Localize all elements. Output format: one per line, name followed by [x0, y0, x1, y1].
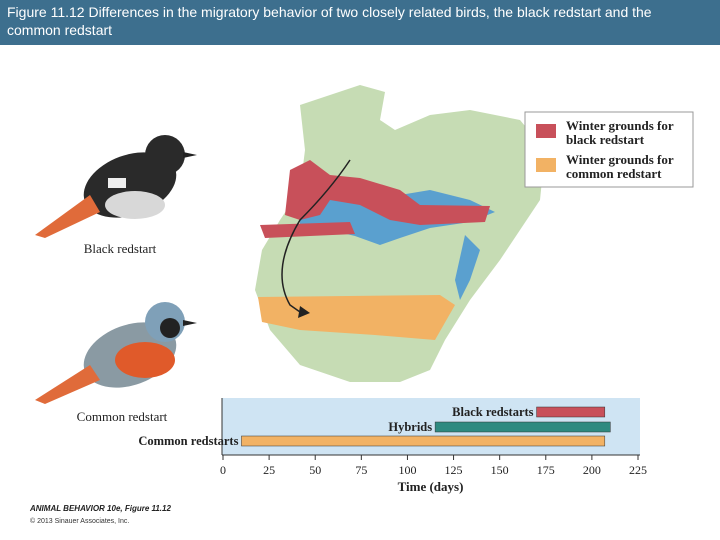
- credit: © 2013 Sinauer Associates, Inc.: [30, 517, 129, 525]
- legend-label: Winter grounds for common redstart: [566, 152, 674, 181]
- x-tick-label: 75: [355, 463, 367, 477]
- x-tick-label: 25: [263, 463, 275, 477]
- bird-label: Common redstart: [77, 409, 168, 424]
- arrow: [281, 159, 351, 313]
- legend-label: Winter grounds for black redstart: [566, 118, 674, 147]
- bar-label: Hybrids: [388, 420, 432, 434]
- bar: [434, 421, 611, 433]
- bar-label: Common redstarts: [138, 434, 238, 448]
- bar: [536, 406, 606, 418]
- bar: [241, 435, 606, 447]
- arrowhead: [298, 306, 310, 318]
- x-axis-label: Time (days): [398, 479, 464, 494]
- black-range: [285, 160, 490, 225]
- red-sea: [455, 235, 480, 300]
- header: Figure 11.12 Differences in the migrator…: [0, 0, 720, 45]
- bar-label: Black redstarts: [452, 405, 533, 419]
- title: Figure 11.12 Differences in the migrator…: [7, 4, 652, 38]
- bird: [35, 302, 197, 404]
- x-tick-label: 0: [220, 463, 226, 477]
- legend-swatch: [536, 124, 556, 138]
- credit: ANIMAL BEHAVIOR 10e, Figure 11.12: [29, 504, 171, 513]
- map: [255, 85, 694, 382]
- x-tick-label: 200: [583, 463, 601, 477]
- bird: [35, 135, 197, 238]
- x-tick-label: 150: [491, 463, 509, 477]
- x-tick-label: 125: [445, 463, 463, 477]
- x-tick-label: 50: [309, 463, 321, 477]
- bird-label: Black redstart: [84, 241, 157, 256]
- x-tick-label: 100: [398, 463, 416, 477]
- x-tick-label: 175: [537, 463, 555, 477]
- common-range: [258, 295, 455, 340]
- legend-swatch: [536, 158, 556, 172]
- x-tick-label: 225: [629, 463, 647, 477]
- black-range: [260, 222, 355, 238]
